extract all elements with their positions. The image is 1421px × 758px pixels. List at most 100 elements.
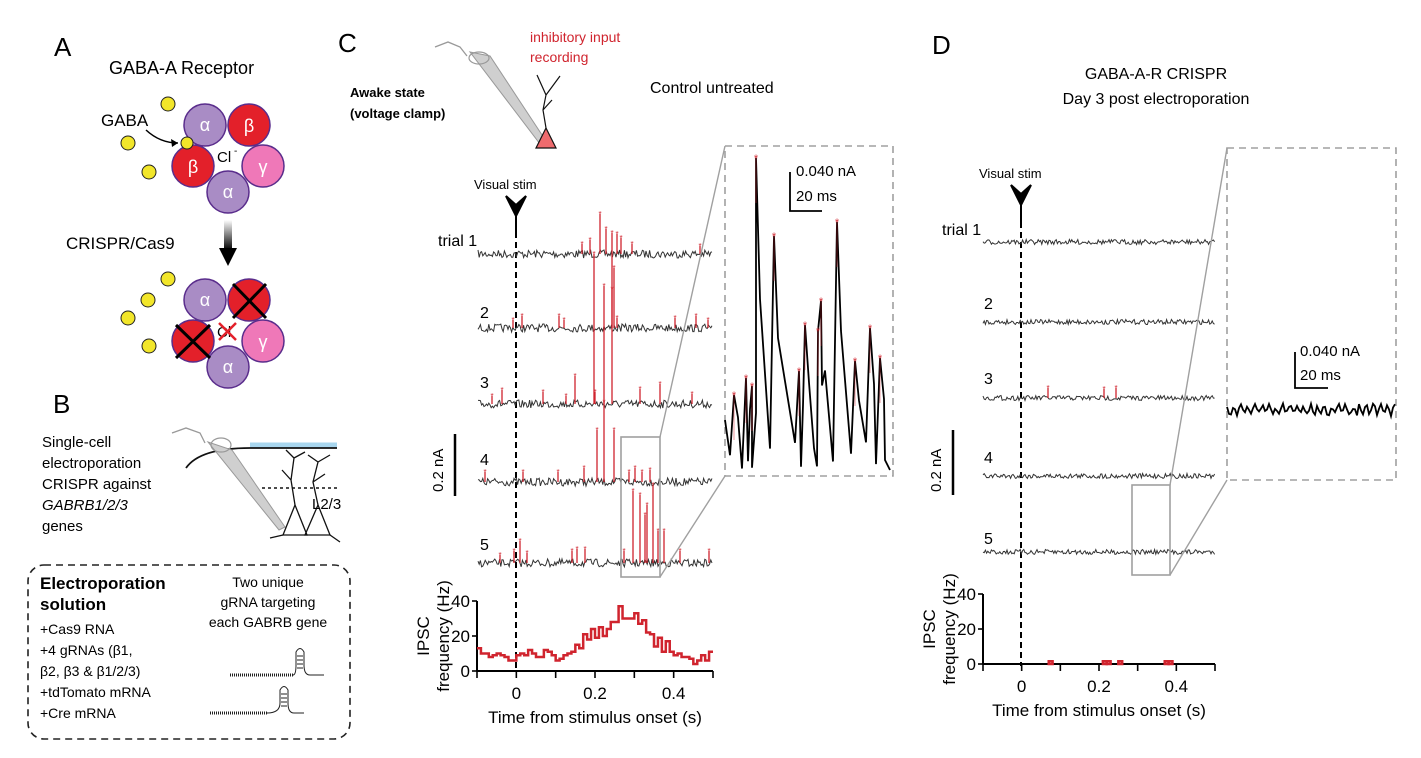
- gaba-molecules-top: [120, 96, 176, 180]
- trial-trace: [982, 471, 1216, 480]
- cross-icon: [174, 323, 212, 360]
- ipsc-event-marker: *: [673, 314, 676, 323]
- description-line: GABRB1/2/3: [42, 497, 129, 514]
- electroporation-solution-box: [27, 564, 351, 740]
- gaba-molecule: [140, 292, 156, 308]
- panel-letter-b: B: [53, 389, 70, 419]
- ipsc-event-marker: *: [643, 511, 646, 520]
- amplifier-icon: [171, 427, 206, 444]
- visual-stim-arrow-icon: [1010, 184, 1032, 222]
- gaba-molecule: [120, 310, 136, 326]
- crispr-label: CRISPR/Cas9: [66, 234, 175, 253]
- ipsc-event-marker: *: [518, 537, 521, 546]
- trial-label: 2: [984, 296, 993, 313]
- ipsc-event-marker: *: [512, 547, 515, 556]
- ipsc-event-marker: *: [564, 392, 567, 401]
- inset-scale-bar: [1294, 352, 1328, 389]
- ipsc-event-marker: *: [583, 545, 586, 554]
- zoom-region-box: [620, 436, 661, 578]
- y-axis-label: IPSC: [414, 616, 433, 656]
- ipsc-event-marker: *: [598, 210, 601, 219]
- electroporation-description: Single-cell electroporation CRISPR again…: [42, 434, 152, 535]
- panel-a: A GABA-A Receptor GABA α β β γ α Cl -: [54, 32, 285, 389]
- inset-time-scale-label: 20 ms: [796, 188, 837, 205]
- bound-gaba-molecule: [180, 136, 194, 150]
- ipsc-event-marker: *: [651, 481, 654, 490]
- subunit-label: α: [223, 182, 233, 202]
- trial-trace: [982, 394, 1215, 403]
- ipsc-event-marker: *: [630, 240, 633, 249]
- receptor-intact: α β β γ α Cl -: [171, 103, 285, 214]
- pipette-icon: [468, 51, 547, 145]
- ipsc-event-marker: *: [520, 312, 523, 321]
- ipsc-event-marker: *: [556, 468, 559, 477]
- ipsc-event-marker: *: [483, 468, 486, 477]
- trial-trace: [477, 557, 713, 569]
- ipsc-event-marker: *: [1114, 384, 1117, 393]
- histogram-bin: [1047, 660, 1054, 666]
- ipsc-event-marker: *: [498, 551, 501, 560]
- ipsc-event-marker: *: [593, 388, 596, 397]
- description-line: CRISPR against: [42, 476, 152, 493]
- ipsc-event-marker: *: [570, 547, 573, 556]
- grna-icon: [210, 686, 304, 715]
- y-axis-label: frequency (Hz): [434, 580, 453, 691]
- pipette-icon: [206, 440, 286, 531]
- ipsc-event-marker: *: [541, 388, 544, 397]
- histogram-bin: [1167, 660, 1174, 666]
- ipsc-event-marker: *: [640, 468, 643, 477]
- panel-d: D GABA-A-R CRISPR Day 3 post electropora…: [920, 30, 1397, 720]
- solution-item: +4 gRNAs (β1,: [40, 642, 132, 658]
- solution-title-line: Electroporation: [40, 574, 166, 593]
- chloride-block-cross-icon: [218, 322, 237, 341]
- inset-box: [724, 145, 894, 477]
- y-tick-label: 40: [451, 592, 470, 611]
- recording-label-line: recording: [530, 49, 588, 65]
- chloride-charge: -: [234, 146, 237, 157]
- description-line: electroporation: [42, 455, 141, 472]
- ipsc-event-marker: *: [612, 426, 615, 435]
- ipsc-event-marker: *: [627, 468, 630, 477]
- panel-b: B Single-cell electroporation CRISPR aga…: [27, 389, 351, 740]
- solution-item: +tdTomato mRNA: [40, 684, 152, 700]
- trial-label: 5: [480, 537, 489, 554]
- ipsc-event-marker: *: [1102, 385, 1105, 394]
- neuron-dendrite-icon: [536, 74, 561, 129]
- trial-label: 4: [984, 450, 993, 467]
- pipette-opening: [468, 51, 490, 65]
- ipsc-event-marker: *: [588, 236, 591, 245]
- inset-trace-d: [1226, 400, 1396, 420]
- recording-label-line: inhibitory input: [530, 29, 620, 45]
- ipsc-event-marker: *: [750, 381, 755, 393]
- ipsc-event-marker: *: [638, 385, 641, 394]
- inset-box: [1226, 147, 1397, 481]
- awake-state-line: Awake state: [350, 85, 425, 100]
- zoom-connector-line: [1169, 479, 1228, 576]
- ipsc-event-marker: *: [525, 549, 528, 558]
- brain-surface-line: [185, 447, 337, 469]
- neuron-soma-icon: [535, 126, 557, 149]
- ipsc-event-marker: *: [521, 468, 524, 477]
- subunit-label: β: [244, 116, 254, 136]
- histogram-bin: [1117, 660, 1124, 666]
- pipette-opening: [210, 437, 232, 453]
- inset-scale-bar: [789, 172, 822, 212]
- y-tick-label: 0: [967, 655, 976, 674]
- amplifier-icon: [434, 41, 468, 57]
- trial-label: 5: [984, 531, 993, 548]
- ipsc-event-marker: *: [803, 320, 808, 332]
- ipsc-event-marker: *: [690, 390, 693, 399]
- trial-trace: [982, 237, 1216, 247]
- solution-items: +Cas9 RNA +4 gRNAs (β1, β2, β3 & β1/2/3)…: [40, 621, 152, 721]
- gaba-molecule: [160, 271, 176, 287]
- ipsc-event-marker: *: [582, 464, 585, 473]
- ipsc-event-marker: *: [754, 153, 759, 165]
- panel-letter-c: C: [338, 28, 357, 58]
- ipsc-event-marker: *: [694, 312, 697, 321]
- subunit-alpha: [206, 345, 250, 389]
- ipsc-event-marker: *: [602, 398, 605, 407]
- trial-label: trial 1: [942, 222, 981, 239]
- amplitude-scale-label: 0.2 nA: [928, 449, 945, 492]
- ipsc-event-marker: *: [1046, 384, 1049, 393]
